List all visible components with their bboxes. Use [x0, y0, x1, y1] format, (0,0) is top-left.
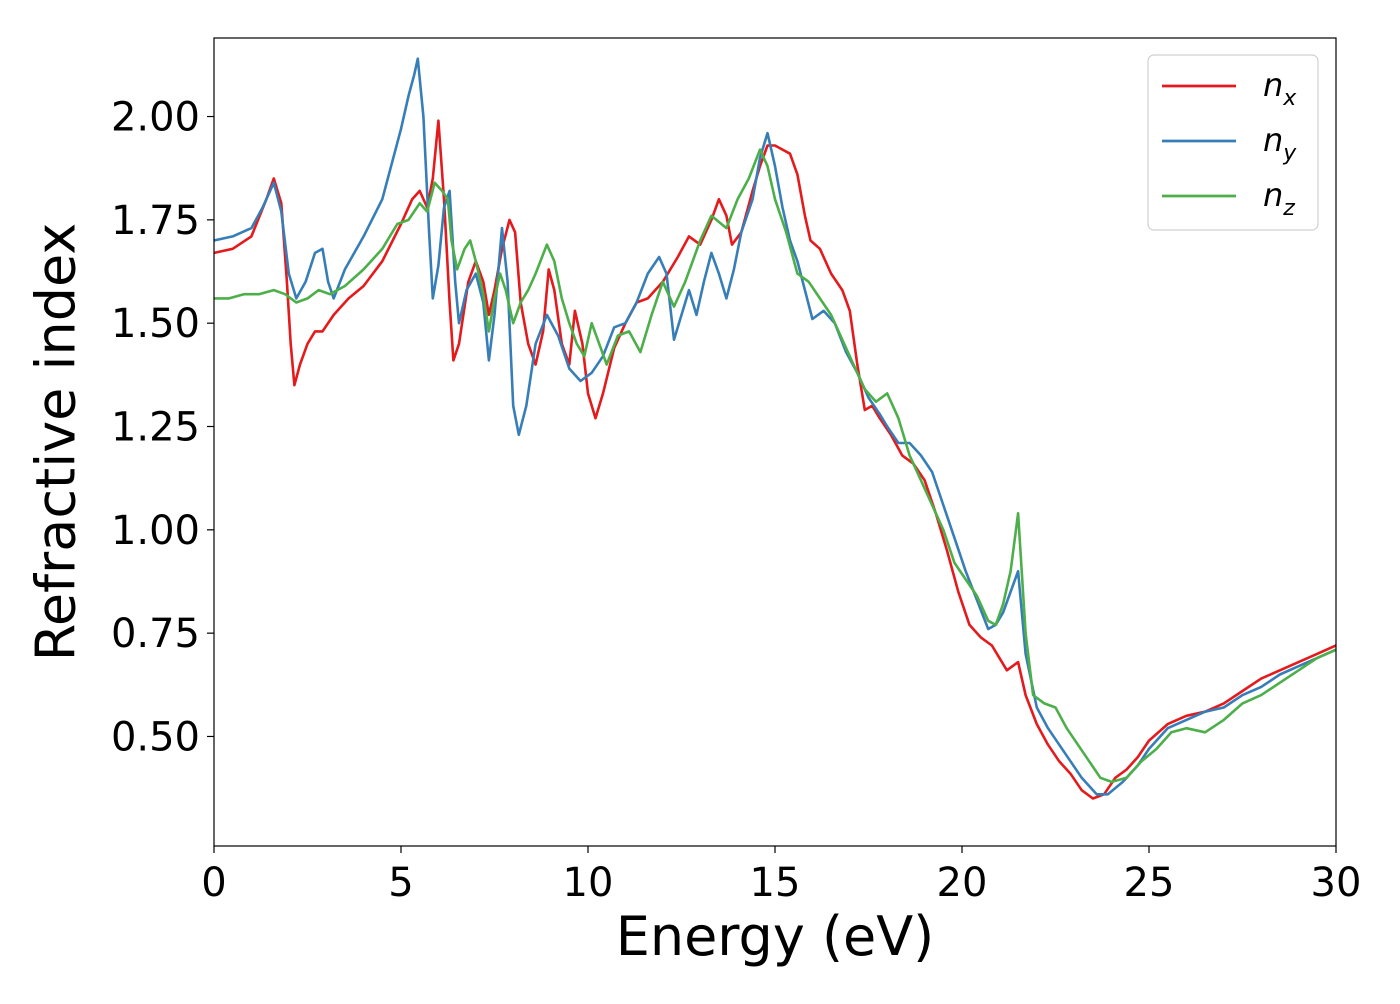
y-tick-label: 1.25: [111, 405, 200, 451]
y-tick-label: 0.75: [111, 611, 200, 657]
y-axis: 0.50 0.75 1.00 1.25 1.50 1.75 2.00: [111, 95, 214, 760]
x-tick-label: 15: [750, 860, 801, 906]
x-tick-label: 25: [1124, 860, 1175, 906]
x-tick-label: 0: [201, 860, 226, 906]
y-tick-label: 1.00: [111, 508, 200, 554]
y-tick-label: 1.75: [111, 198, 200, 244]
x-tick-label: 20: [937, 860, 988, 906]
series-line-y: [214, 57, 1336, 796]
legend-box: [1147, 54, 1319, 231]
y-axis-label: Refractive index: [25, 223, 88, 662]
series-layer: [214, 57, 1336, 800]
x-tick-label: 10: [563, 860, 614, 906]
y-tick-label: 1.50: [111, 301, 200, 347]
series-line-z: [214, 148, 1336, 784]
x-tick-label: 5: [388, 860, 413, 906]
series-line-x: [214, 119, 1336, 800]
x-tick-label: 30: [1311, 860, 1362, 906]
x-axis-label: Energy (eV): [616, 905, 935, 968]
y-tick-label: 0.50: [111, 714, 200, 760]
y-tick-label: 2.00: [111, 95, 200, 141]
x-axis: 0 5 10 15 20 25 30: [201, 846, 1361, 906]
